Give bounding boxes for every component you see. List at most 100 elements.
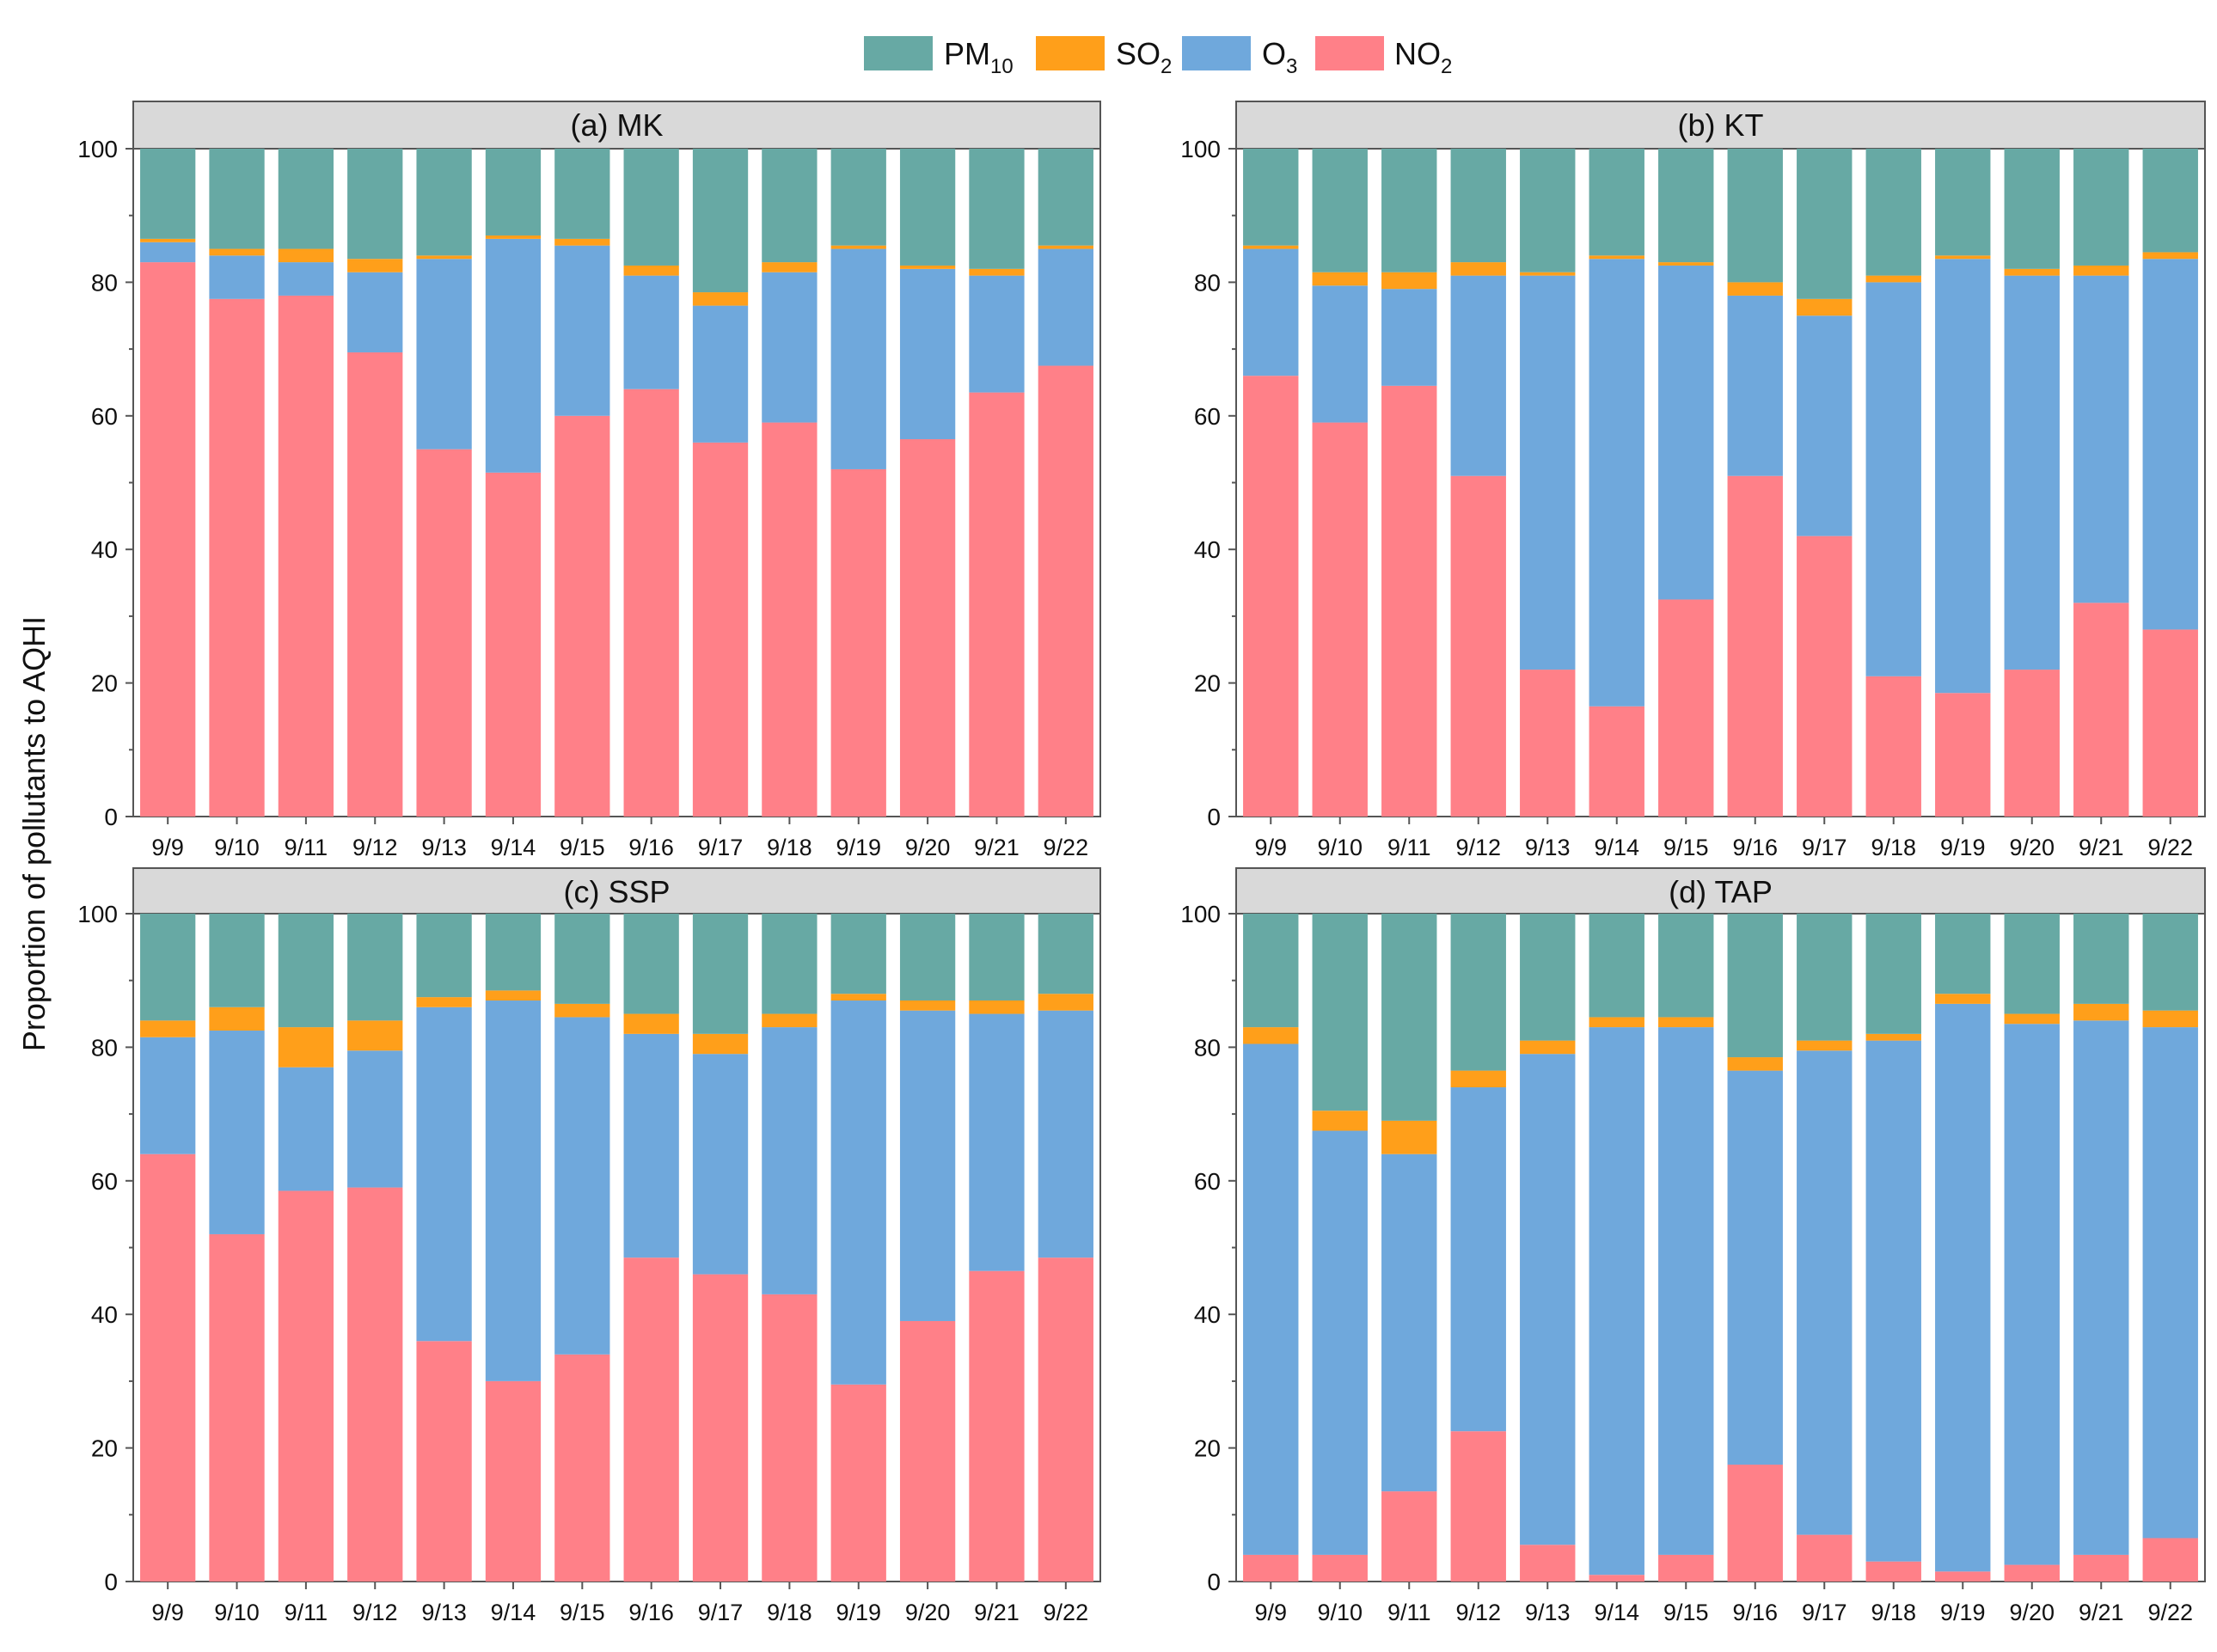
bar-segment-no2-9-9 [140, 262, 196, 817]
bar-segment-so2-9-18 [1865, 1033, 1921, 1041]
bar-segment-pm10-9-15 [1658, 149, 1714, 263]
bar-segment-pm10-9-13 [416, 914, 472, 998]
bar-segment-o3-9-11 [1381, 1153, 1437, 1492]
x-tick-label: 9/16 [1732, 835, 1778, 860]
bar-segment-o3-9-18 [762, 1027, 818, 1294]
bar-segment-pm10-9-17 [692, 914, 749, 1034]
y-tick-label: 40 [1194, 536, 1221, 563]
bar-segment-no2-9-17 [692, 442, 749, 817]
bar-segment-so2-9-9 [140, 1020, 196, 1037]
x-tick-label: 9/15 [1663, 835, 1709, 860]
bar-segment-pm10-9-12 [347, 914, 403, 1021]
panel-title-strip [132, 101, 1101, 150]
bar-segment-o3-9-18 [762, 272, 818, 423]
x-tick-label: 9/14 [1594, 835, 1639, 860]
bar-segment-o3-9-17 [692, 1054, 749, 1275]
bar-segment-pm10-9-22 [2142, 149, 2198, 253]
x-tick-label: 9/10 [1317, 835, 1363, 860]
bar-segment-no2-9-16 [623, 1257, 679, 1582]
bar-segment-so2-9-11 [278, 1027, 334, 1068]
panel-title: (a) MK [571, 107, 664, 143]
bar-segment-so2-9-10 [209, 1006, 265, 1031]
bar-segment-no2-9-18 [1865, 1561, 1921, 1582]
bar-segment-so2-9-11 [1381, 1120, 1437, 1154]
bar-segment-no2-9-12 [1450, 1431, 1506, 1582]
x-tick-label: 9/17 [698, 835, 744, 860]
bar-segment-pm10-9-17 [692, 149, 749, 293]
y-tick-label: 100 [1180, 136, 1221, 162]
bar-segment-no2-9-20 [899, 1320, 956, 1582]
bar-segment-o3-9-21 [2073, 275, 2129, 603]
bar-segment-so2-9-9 [140, 238, 196, 242]
bar-segment-pm10-9-22 [1038, 149, 1093, 246]
bar-segment-so2-9-13 [416, 997, 472, 1007]
y-tick-label: 100 [77, 136, 118, 162]
x-tick-label: 9/11 [285, 835, 328, 860]
bar-segment-pm10-9-21 [2073, 914, 2129, 1004]
bar-segment-no2-9-9 [1243, 1554, 1299, 1582]
bar-segment-pm10-9-18 [1865, 914, 1921, 1034]
bar-segment-pm10-9-13 [1520, 914, 1576, 1041]
bar-segment-so2-9-10 [1312, 1111, 1368, 1131]
x-tick-label: 9/15 [1663, 1600, 1709, 1625]
bar-segment-so2-9-13 [1520, 1040, 1576, 1055]
bar-segment-no2-9-13 [1520, 670, 1576, 817]
x-tick-label: 9/18 [767, 835, 812, 860]
bar-segment-o3-9-9 [140, 242, 196, 263]
bar-segment-so2-9-17 [692, 292, 749, 306]
bar-segment-o3-9-11 [278, 262, 334, 296]
bar-segment-o3-9-11 [278, 1067, 334, 1191]
bar-segment-pm10-9-21 [2073, 149, 2129, 266]
y-tick-label: 20 [91, 1435, 118, 1462]
bar-segment-o3-9-16 [623, 275, 679, 389]
bar-segment-no2-9-21 [2073, 1554, 2129, 1582]
bar-segment-so2-9-19 [830, 245, 886, 249]
bar-segment-no2-9-17 [1797, 1534, 1853, 1582]
bar-segment-so2-9-12 [347, 1020, 403, 1051]
bar-segment-o3-9-9 [1243, 1043, 1299, 1555]
bar-segment-o3-9-13 [416, 259, 472, 450]
panel-title: (d) TAP [1669, 874, 1773, 909]
bar-segment-pm10-9-20 [899, 914, 956, 1001]
bar-segment-o3-9-14 [1589, 259, 1644, 707]
bar-segment-o3-9-16 [623, 1033, 679, 1258]
bar-segment-pm10-9-14 [1589, 149, 1644, 256]
bar-segment-pm10-9-22 [2142, 914, 2198, 1011]
bar-segment-pm10-9-19 [1935, 914, 1991, 994]
bar-segment-o3-9-14 [485, 1000, 542, 1381]
bar-segment-so2-9-22 [2142, 1010, 2198, 1028]
x-tick-label: 9/9 [151, 1600, 184, 1625]
bar-segment-no2-9-15 [554, 1354, 610, 1582]
bar-segment-so2-9-11 [278, 248, 334, 263]
bar-segment-so2-9-12 [1450, 262, 1506, 276]
panel-1: (a) MK 9/9 9/10 9/11 9/12 9/13 9/14 9/15 9/16 9/1… [77, 101, 1101, 860]
bar-segment-pm10-9-18 [762, 149, 818, 263]
y-tick-label: 20 [91, 670, 118, 697]
bar-segment-o3-9-9 [1243, 248, 1299, 376]
bar-segment-no2-9-9 [140, 1153, 196, 1582]
bar-segment-o3-9-9 [140, 1037, 196, 1154]
x-tick-label: 9/13 [421, 835, 467, 860]
bar-segment-so2-9-20 [2004, 1013, 2060, 1025]
bar-segment-pm10-9-19 [830, 914, 886, 994]
legend-label-subscript: 10 [990, 55, 1014, 78]
bar-segment-pm10-9-18 [762, 914, 818, 1014]
bar-segment-o3-9-20 [899, 1010, 956, 1321]
y-tick-label: 60 [1194, 403, 1221, 430]
bar-segment-pm10-9-18 [1865, 149, 1921, 276]
bar-segment-pm10-9-10 [209, 149, 265, 249]
legend-label-base: O [1262, 36, 1286, 71]
x-tick-label: 9/21 [2079, 1600, 2124, 1625]
bar-segment-so2-9-16 [623, 265, 679, 276]
bar-segment-so2-9-14 [485, 990, 542, 1001]
bar-segment-pm10-9-20 [899, 149, 956, 266]
bar-segment-no2-9-13 [416, 1341, 472, 1582]
bar-segment-o3-9-10 [209, 255, 265, 299]
bar-segment-o3-9-12 [347, 272, 403, 352]
bar-segment-pm10-9-14 [1589, 914, 1644, 1018]
bar-segment-o3-9-15 [1658, 1027, 1714, 1555]
x-tick-label: 9/13 [421, 1600, 467, 1625]
bar-segment-so2-9-20 [2004, 268, 2060, 276]
